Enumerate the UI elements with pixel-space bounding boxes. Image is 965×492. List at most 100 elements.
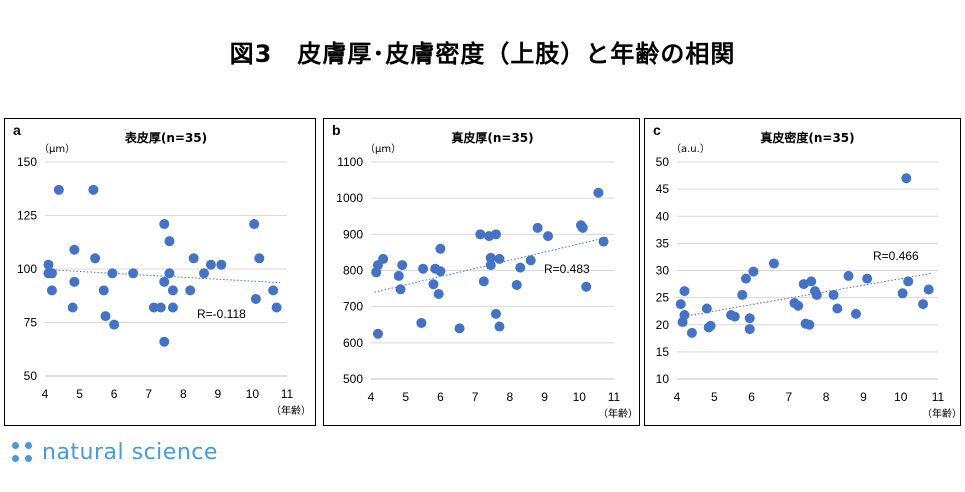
x-tick-label: 8 (823, 390, 830, 404)
data-point (705, 320, 716, 331)
x-tick-label: 11 (281, 387, 294, 401)
y-tick-label: 20 (656, 318, 670, 332)
data-point (748, 266, 759, 277)
data-point (515, 262, 526, 273)
data-point (862, 273, 873, 284)
y-tick-label: 150 (17, 155, 37, 169)
data-point (679, 286, 690, 297)
data-point (205, 259, 216, 270)
data-point (511, 279, 522, 290)
x-tick-label: 10 (246, 387, 260, 401)
x-tick-label: 7 (786, 390, 793, 404)
x-tick-label: 9 (860, 390, 867, 404)
brand-logo: natural science (12, 440, 218, 465)
x-tick-label: 9 (541, 390, 548, 404)
data-point (675, 299, 686, 310)
y-tick-label: 100 (17, 262, 37, 276)
x-tick-label: 5 (711, 390, 718, 404)
data-point (768, 258, 779, 269)
data-point (69, 244, 80, 255)
data-point (100, 311, 111, 322)
data-point (216, 259, 227, 270)
brand-dots-icon (12, 441, 34, 464)
data-point (46, 268, 57, 279)
x-axis-unit: （年齢） (271, 404, 311, 417)
data-point (850, 308, 861, 319)
data-point (593, 187, 604, 198)
y-tick-label: 30 (656, 264, 670, 278)
panel-label: b (332, 122, 341, 138)
y-tick-label: 45 (656, 182, 670, 196)
x-tick-label: 9 (215, 387, 222, 401)
y-axis-unit: （μm） (39, 143, 75, 155)
data-point (268, 285, 279, 296)
y-tick-label: 40 (656, 209, 670, 223)
data-point (478, 276, 489, 287)
y-tick-label: 50 (24, 369, 38, 383)
chart-title: 真皮密度(n=35) (760, 130, 854, 145)
data-point (740, 273, 751, 284)
data-point (923, 284, 934, 295)
data-point (46, 285, 57, 296)
data-point (901, 173, 912, 184)
x-tick-label: 7 (145, 387, 152, 401)
data-point (843, 270, 854, 281)
data-point (164, 268, 175, 279)
data-point (490, 308, 501, 319)
panel-label: c (653, 122, 661, 138)
data-point (43, 259, 54, 270)
data-point (577, 222, 588, 233)
data-point (897, 288, 908, 299)
data-point (428, 279, 439, 290)
x-tick-label: 6 (437, 390, 444, 404)
x-tick-label: 6 (111, 387, 118, 401)
data-point (155, 302, 166, 313)
y-tick-label: 800 (343, 264, 363, 278)
x-tick-label: 11 (932, 390, 945, 404)
panel-label: a (13, 122, 21, 138)
chart-panel-c: c 真皮密度(n=35) （a.u.） （年齢） 10 15 20 25 30 35 40 45 50 4… (644, 118, 961, 426)
data-point (67, 302, 78, 313)
correlation-annotation: R=0.466 (873, 249, 919, 263)
data-point (378, 253, 389, 264)
data-point (494, 321, 505, 332)
data-point (806, 276, 817, 287)
x-tick-label: 10 (894, 390, 908, 404)
data-point (525, 255, 536, 266)
data-point (148, 302, 159, 313)
data-point (485, 252, 496, 263)
x-tick-label: 11 (608, 390, 621, 404)
x-tick-label: 4 (368, 390, 375, 404)
data-point (903, 276, 914, 287)
data-point (435, 266, 446, 277)
data-point (199, 268, 210, 279)
x-tick-label: 10 (573, 390, 587, 404)
data-point (159, 336, 170, 347)
data-point (454, 323, 465, 334)
y-tick-label: 500 (343, 372, 363, 386)
chart-title: 真皮厚(n=35) (451, 130, 533, 145)
x-tick-label: 8 (507, 390, 514, 404)
scatter-chart-epidermis: a 表皮厚(n=35) （μm） （年齢） 50 75 100 125 150 4 5 6 7 8 9 10 1… (13, 122, 311, 417)
data-point (744, 313, 755, 324)
x-tick-label: 5 (402, 390, 409, 404)
data-point (167, 285, 178, 296)
data-point (475, 229, 486, 240)
data-point (164, 236, 175, 247)
y-axis-unit: （a.u.） (671, 143, 710, 155)
data-point (53, 184, 64, 195)
data-point (832, 303, 843, 314)
data-point (793, 300, 804, 311)
data-point (416, 317, 427, 328)
data-point (188, 253, 199, 264)
data-point (109, 319, 120, 330)
chart-title: 表皮厚(n=35) (124, 130, 207, 145)
data-point (679, 309, 690, 320)
data-point (490, 229, 501, 240)
data-point (737, 289, 748, 300)
data-point (397, 260, 408, 271)
data-point (433, 289, 444, 300)
x-tick-label: 5 (76, 387, 83, 401)
trendline (48, 269, 281, 284)
y-tick-label: 35 (656, 236, 670, 250)
